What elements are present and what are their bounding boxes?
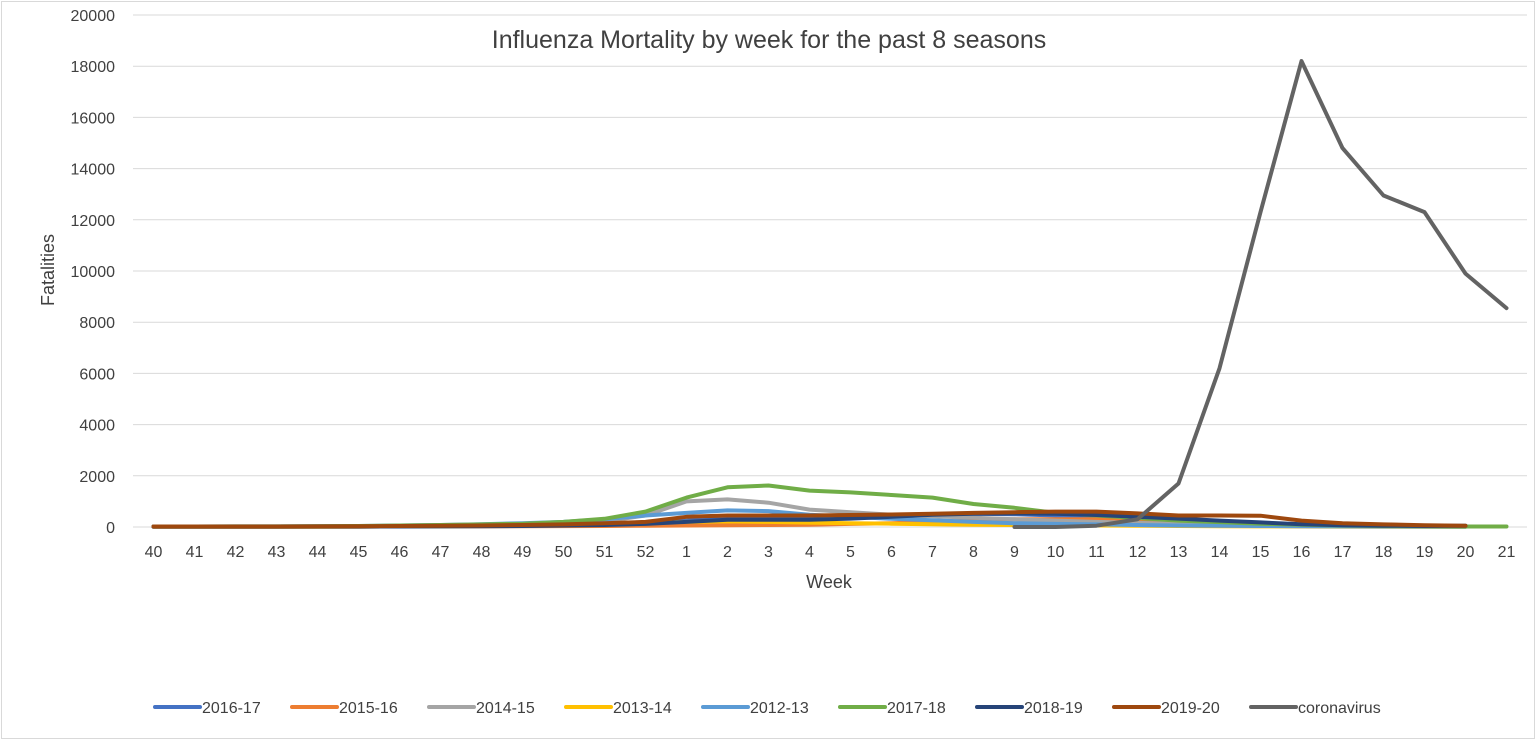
y-tick-labels: 0 2000 4000 6000 8000 10000 12000 14000 16000 180… (71, 8, 116, 537)
x-tick-label: 8 (969, 544, 978, 561)
x-tick-label: 44 (309, 544, 327, 561)
x-tick-label: 2 (723, 544, 732, 561)
x-tick-label: 6 (887, 544, 896, 561)
series-line-2019-20 (151, 509, 1468, 529)
x-tick-label: 51 (596, 544, 614, 561)
legend-label: 2015-16 (339, 700, 398, 717)
x-tick-label: 19 (1416, 544, 1434, 561)
legend-label: 2012-13 (750, 700, 809, 717)
chart-title: Influenza Mortality by week for the past… (492, 26, 1046, 54)
y-tick-label: 14000 (71, 162, 116, 179)
legend: 2016-17 2015-16 2014-15 2013-14 2012-13 2017-… (153, 700, 1381, 717)
x-tick-label: 20 (1457, 544, 1475, 561)
legend-item: 2013-14 (564, 700, 672, 717)
legend-label: 2013-14 (613, 700, 672, 717)
series-line-coronavirus (1012, 59, 1509, 529)
y-tick-label: 0 (106, 520, 115, 537)
y-tick-label: 2000 (79, 469, 115, 486)
x-tick-label: 18 (1375, 544, 1393, 561)
x-tick-label: 3 (764, 544, 773, 561)
legend-item: coronavirus (1249, 700, 1381, 717)
x-tick-labels: 40 41 42 43 44 45 46 47 48 49 50 51 52 1 2 3 4 5 6 7 8 9 10 11 1… (145, 544, 1516, 561)
y-tick-label: 12000 (71, 213, 116, 230)
legend-label: 2018-19 (1024, 700, 1083, 717)
legend-label: coronavirus (1298, 700, 1381, 717)
x-tick-label: 40 (145, 544, 163, 561)
y-tick-label: 4000 (79, 418, 115, 435)
x-tick-label: 10 (1047, 544, 1065, 561)
y-tick-label: 6000 (79, 366, 115, 383)
legend-item: 2017-18 (838, 700, 946, 717)
x-tick-label: 7 (928, 544, 937, 561)
y-tick-label: 16000 (71, 110, 116, 127)
x-axis-title: Week (806, 572, 853, 592)
x-tick-label: 43 (268, 544, 286, 561)
x-tick-label: 12 (1129, 544, 1147, 561)
x-tick-label: 16 (1293, 544, 1311, 561)
y-axis-title: Fatalities (38, 234, 58, 306)
legend-label: 2014-15 (476, 700, 535, 717)
legend-item: 2015-16 (290, 700, 398, 717)
x-tick-label: 4 (805, 544, 814, 561)
legend-item: 2012-13 (701, 700, 809, 717)
x-tick-label: 5 (846, 544, 855, 561)
legend-label: 2017-18 (887, 700, 946, 717)
legend-item: 2018-19 (975, 700, 1083, 717)
x-tick-label: 50 (555, 544, 573, 561)
x-tick-label: 21 (1498, 544, 1516, 561)
legend-label: 2019-20 (1161, 700, 1220, 717)
x-tick-label: 46 (391, 544, 409, 561)
x-tick-label: 49 (514, 544, 532, 561)
y-tick-label: 18000 (71, 59, 116, 76)
x-tick-label: 13 (1170, 544, 1188, 561)
legend-label: 2016-17 (202, 700, 261, 717)
x-tick-label: 9 (1010, 544, 1019, 561)
x-tick-label: 17 (1334, 544, 1352, 561)
x-tick-label: 45 (350, 544, 368, 561)
x-tick-label: 41 (186, 544, 204, 561)
x-tick-label: 14 (1211, 544, 1229, 561)
y-tick-label: 8000 (79, 315, 115, 332)
legend-item: 2016-17 (153, 700, 261, 717)
legend-item: 2019-20 (1112, 700, 1220, 717)
y-tick-label: 20000 (71, 8, 116, 25)
x-tick-label: 1 (682, 544, 691, 561)
series-lines (151, 59, 1509, 529)
x-tick-label: 47 (432, 544, 450, 561)
y-tick-label: 10000 (71, 264, 116, 281)
x-tick-label: 15 (1252, 544, 1270, 561)
x-tick-label: 48 (473, 544, 491, 561)
x-tick-label: 42 (227, 544, 245, 561)
x-tick-label: 52 (637, 544, 655, 561)
legend-item: 2014-15 (427, 700, 535, 717)
x-tick-label: 11 (1088, 544, 1105, 561)
